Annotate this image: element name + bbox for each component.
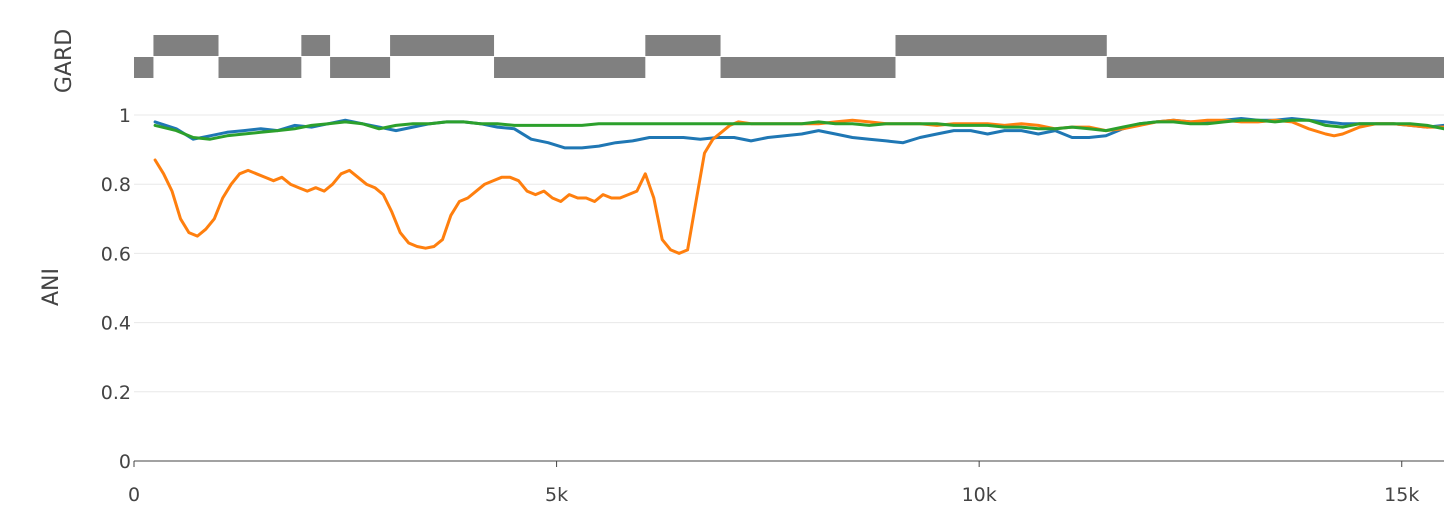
y-tick-label: 1 (119, 105, 131, 127)
gard-track (134, 35, 1444, 78)
gard-segment (330, 57, 391, 78)
y-tick-label: 0.8 (101, 174, 131, 196)
y-tick-label: 0.6 (101, 243, 131, 265)
series-lines (153, 117, 1444, 255)
y-axis-title: ANI (39, 268, 64, 306)
gard-segment (645, 35, 721, 56)
gard-segment (720, 57, 896, 78)
x-tick-label: 10k (962, 484, 997, 506)
y-tick-label: 0.2 (101, 382, 131, 404)
y-tick-label: 0.4 (101, 313, 131, 335)
gard-segment (390, 35, 495, 56)
gard-segment (134, 57, 154, 78)
gridlines (134, 114, 1444, 393)
gard-segment (218, 57, 302, 78)
y-tick-label: 0 (119, 451, 131, 473)
gard-axis-title: GARD (52, 29, 77, 93)
gard-segment (301, 35, 331, 56)
x-tick-label: 0 (128, 484, 140, 506)
series-line-3 (153, 118, 1444, 141)
gard-segment (1106, 57, 1444, 78)
gard-segment (494, 57, 646, 78)
tick-labels: 0 0.2 0.4 0.6 0.8 1 0 5k 10k 15k (101, 105, 1420, 506)
series-line-2 (153, 118, 1444, 255)
gard-segment (895, 35, 1107, 56)
gard-segment (153, 35, 219, 56)
x-tick-label: 5k (545, 484, 568, 506)
x-tick-label: 15k (1384, 484, 1419, 506)
